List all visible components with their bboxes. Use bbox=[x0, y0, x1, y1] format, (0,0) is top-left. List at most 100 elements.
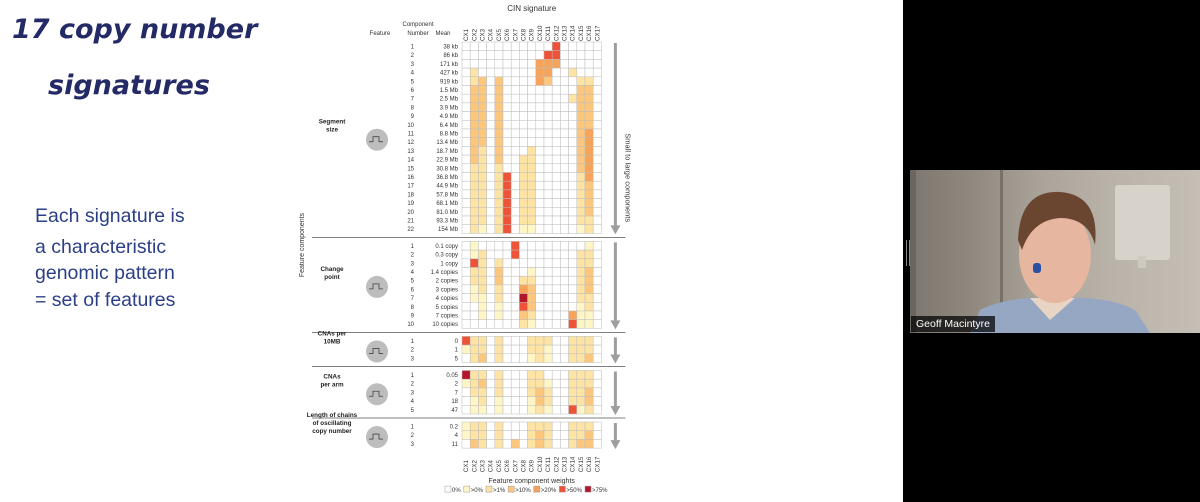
heatmap-cell bbox=[543, 249, 553, 260]
heatmap-cell bbox=[510, 430, 520, 440]
heatmap-cell bbox=[519, 387, 528, 397]
heatmap-cell bbox=[576, 128, 586, 138]
component-number: 1 bbox=[411, 339, 415, 345]
heatmap-cell bbox=[494, 267, 504, 277]
heatmap-cell bbox=[469, 430, 479, 440]
heatmap-cell bbox=[576, 189, 586, 199]
component-mean: 68.1 Mb bbox=[436, 201, 458, 207]
heatmap-cell bbox=[502, 137, 512, 147]
heatmap-cell bbox=[478, 102, 487, 112]
heatmap-cell bbox=[461, 302, 471, 312]
heatmap-cell bbox=[486, 353, 496, 363]
heatmap-cell bbox=[527, 284, 537, 294]
heatmap-cell bbox=[486, 154, 496, 165]
heatmap-cell bbox=[519, 50, 528, 60]
heatmap-cell bbox=[560, 336, 569, 346]
slide-body-line: Each signature is bbox=[35, 205, 185, 227]
heatmap-cell bbox=[494, 50, 504, 60]
component-mean: 81.0 Mb bbox=[436, 210, 458, 216]
heatmap-cell bbox=[486, 284, 496, 294]
heatmap-cell bbox=[469, 154, 479, 165]
heatmap-cell bbox=[486, 172, 496, 182]
heatmap-cell bbox=[502, 67, 512, 78]
heatmap-cell bbox=[486, 249, 496, 260]
heatmap-cell bbox=[551, 137, 561, 147]
heatmap-cell bbox=[486, 207, 496, 217]
feature-icon-glyph bbox=[369, 136, 383, 143]
heatmap-cell bbox=[519, 180, 528, 191]
heatmap-cell bbox=[519, 258, 528, 268]
heatmap-cell bbox=[510, 241, 520, 251]
heatmap-cell bbox=[568, 353, 578, 363]
heatmap-cell bbox=[527, 102, 537, 112]
heatmap-cell bbox=[535, 353, 545, 363]
heatmap-cell bbox=[502, 370, 512, 380]
heatmap-cell bbox=[560, 41, 569, 51]
heatmap-cell bbox=[486, 224, 496, 234]
heatmap-cell bbox=[486, 111, 496, 121]
heatmap-cell bbox=[568, 76, 578, 86]
heatmap-cell bbox=[560, 421, 569, 431]
heatmap-cell bbox=[543, 421, 553, 431]
heatmap-cell bbox=[568, 224, 578, 234]
heatmap-cell bbox=[535, 405, 545, 415]
heatmap-cell bbox=[592, 198, 602, 208]
component-arrow-head bbox=[610, 320, 621, 330]
heatmap-cell bbox=[510, 198, 520, 208]
heatmap-cell bbox=[584, 76, 594, 86]
component-number: 8 bbox=[411, 105, 415, 111]
component-mean: 0.2 bbox=[450, 425, 459, 431]
signature-label-bottom: CX4 bbox=[488, 460, 495, 473]
heatmap-cell bbox=[494, 353, 504, 363]
participant-video[interactable] bbox=[910, 170, 1200, 333]
heatmap-cell bbox=[519, 137, 528, 147]
component-mean: 427 kb bbox=[440, 71, 459, 77]
header-component: Component bbox=[402, 22, 433, 28]
heatmap-cell bbox=[502, 154, 512, 165]
heatmap-cell bbox=[478, 421, 487, 431]
heatmap-cell bbox=[461, 378, 471, 389]
heatmap-cell bbox=[519, 439, 528, 449]
heatmap-cell bbox=[592, 67, 602, 78]
heatmap-cell bbox=[469, 439, 479, 449]
heatmap-cell bbox=[584, 198, 594, 208]
component-number: 1 bbox=[411, 45, 415, 51]
heatmap-cell bbox=[584, 387, 594, 397]
signature-label-bottom: CX5 bbox=[496, 460, 503, 473]
heatmap-cell bbox=[568, 146, 578, 156]
heatmap-cell bbox=[510, 439, 520, 449]
heatmap-cell bbox=[519, 59, 528, 69]
heatmap-cell bbox=[461, 267, 471, 277]
heatmap-cell bbox=[461, 93, 471, 104]
heatmap-cell bbox=[551, 421, 561, 431]
heatmap-cell bbox=[576, 439, 586, 449]
heatmap-cell bbox=[469, 405, 479, 415]
heatmap-cell bbox=[478, 302, 487, 312]
heatmap-cell bbox=[502, 258, 512, 268]
heatmap-cell bbox=[576, 336, 586, 346]
component-number: 2 bbox=[411, 433, 415, 439]
heatmap-cell bbox=[592, 430, 602, 440]
panel-resize-handle[interactable] bbox=[906, 240, 910, 266]
heatmap-cell bbox=[502, 41, 512, 51]
component-mean: 1.5 Mb bbox=[440, 88, 459, 94]
component-mean: 44.9 Mb bbox=[436, 184, 458, 190]
component-mean: 57.8 Mb bbox=[436, 192, 458, 198]
heatmap-cell bbox=[510, 146, 520, 156]
heatmap-cell bbox=[486, 59, 496, 69]
signature-label-bottom: CX11 bbox=[545, 457, 552, 473]
heatmap-cell bbox=[535, 430, 545, 440]
heatmap-cell bbox=[592, 215, 602, 225]
component-mean: 4 bbox=[455, 433, 459, 439]
heatmap-cell bbox=[584, 405, 594, 415]
heatmap-cell bbox=[461, 50, 471, 60]
heatmap-cell bbox=[510, 370, 520, 380]
heatmap-cell bbox=[568, 111, 578, 121]
signature-label-bottom: CX6 bbox=[504, 460, 511, 473]
heatmap-cell bbox=[527, 120, 537, 130]
component-mean: 6.4 Mb bbox=[440, 123, 459, 129]
heatmap-cell bbox=[478, 120, 487, 130]
heatmap-cell bbox=[486, 302, 496, 312]
heatmap-cell bbox=[527, 180, 537, 191]
signature-label-bottom: CX8 bbox=[521, 460, 528, 473]
